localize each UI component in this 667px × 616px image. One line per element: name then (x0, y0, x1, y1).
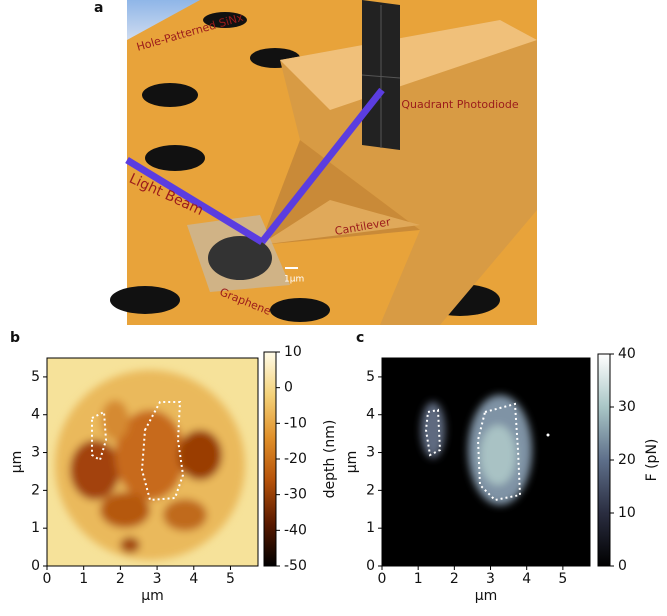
y-tick-label: 4 (366, 407, 375, 423)
panel-label: a (94, 0, 103, 16)
colorbar-tick-label: -10 (284, 415, 307, 431)
colorbar-tick-label: 40 (618, 346, 636, 362)
x-tick-label: 2 (116, 571, 125, 587)
panel-label: c (356, 330, 364, 346)
y-tick-label: 2 (366, 482, 375, 498)
y-tick-label: 4 (31, 407, 40, 423)
y-tick-label: 0 (366, 558, 375, 574)
colorbar (263, 351, 277, 567)
x-tick-label: 1 (79, 571, 88, 587)
y-tick-label: 5 (31, 369, 40, 385)
x-tick-label: 1 (414, 571, 423, 587)
colorbar-label: depth (nm) (322, 420, 338, 499)
photodiode-label: Quadrant Photodiode (401, 98, 519, 111)
x-tick-label: 5 (558, 571, 567, 587)
colorbar-tick-label: 20 (618, 452, 636, 468)
x-tick-label: 3 (153, 571, 162, 587)
plot-frame (46, 357, 259, 567)
colorbar-tick-label: 0 (618, 558, 627, 574)
x-tick-label: 0 (378, 571, 387, 587)
x-tick-label: 3 (486, 571, 495, 587)
y-tick-label: 5 (366, 369, 375, 385)
x-tick-label: 4 (522, 571, 531, 587)
y-tick-label: 1 (366, 520, 375, 536)
heatmap-image (382, 358, 590, 566)
colorbar-tick-label: -30 (284, 487, 307, 503)
colorbar-tick-label: -50 (284, 558, 307, 574)
y-tick-label: 3 (31, 445, 40, 461)
colorbar (597, 353, 611, 567)
colorbar-tick-label: -40 (284, 522, 307, 538)
y-tick-label: 3 (366, 445, 375, 461)
heatmap-image (47, 358, 258, 566)
y-tick-label: 2 (31, 482, 40, 498)
x-tick-label: 2 (450, 571, 459, 587)
x-axis-label: µm (141, 588, 164, 604)
y-axis-label: µm (344, 451, 360, 474)
y-tick-label: 0 (31, 558, 40, 574)
plot-frame (381, 357, 591, 567)
colorbar-tick-label: 10 (618, 505, 636, 521)
colorbar-tick-label: -20 (284, 451, 307, 467)
y-axis-label: µm (9, 451, 25, 474)
scale-label: 1µm (284, 275, 304, 285)
colorbar-tick-label: 10 (284, 344, 302, 360)
y-tick-label: 1 (31, 520, 40, 536)
illustration (110, 0, 537, 325)
x-tick-label: 4 (189, 571, 198, 587)
panel-label: b (10, 330, 20, 346)
x-tick-label: 0 (43, 571, 52, 587)
x-axis-label: µm (475, 588, 498, 604)
colorbar-label: F (pN) (644, 439, 660, 482)
colorbar-tick-label: 0 (284, 380, 293, 396)
x-tick-label: 5 (226, 571, 235, 587)
colorbar-tick-label: 30 (618, 399, 636, 415)
